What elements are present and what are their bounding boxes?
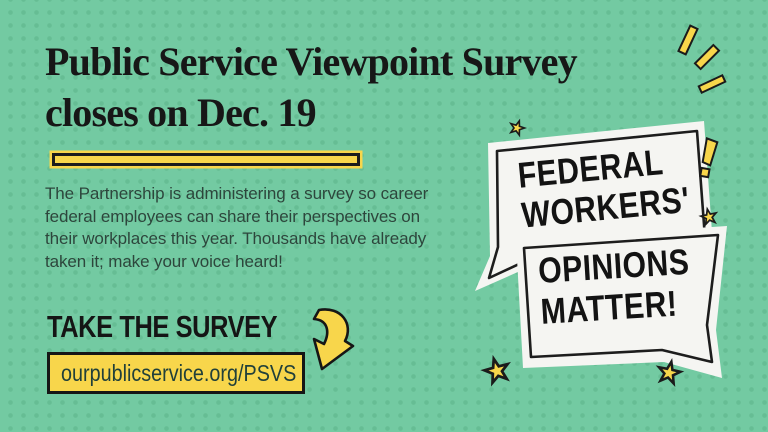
page-title-line2: closes on Dec. 19 [45,90,317,135]
star-icon [480,118,719,388]
body-text-line: their workplaces this year. Thousands ha… [45,229,427,248]
title-underline-bar [52,153,360,166]
speech-bubble-opinions-matter [516,226,727,378]
emphasis-dashes-icon [677,24,727,94]
body-text-line: taken it; make your voice heard! [45,251,283,271]
body-text: The Partnership is administering a surve… [45,183,428,273]
page-title-line1: Public Service Viewpoint Survey [45,39,578,84]
speech-bubble-text-federal-workers: FEDERAL WORKERS' [516,140,691,236]
curved-arrow-icon [312,308,355,371]
speech-bubble-fill [516,226,727,378]
survey-url-text: ourpublicservice.org/PSVS [61,359,297,386]
survey-url-link[interactable]: ourpublicservice.org/PSVS [47,352,305,394]
body-text-line: federal employees can share their perspe… [45,206,420,226]
cta-heading: TAKE THE SURVEY [47,309,278,344]
page-title: Public Service Viewpoint Survey closes o… [45,36,578,138]
exclamation-icon [699,137,719,179]
speech-bubble-text-opinions-matter: OPINIONS MATTER! [537,241,693,332]
body-text-line: The Partnership is administering a surve… [45,184,429,203]
speech-bubble-outline [522,233,720,364]
